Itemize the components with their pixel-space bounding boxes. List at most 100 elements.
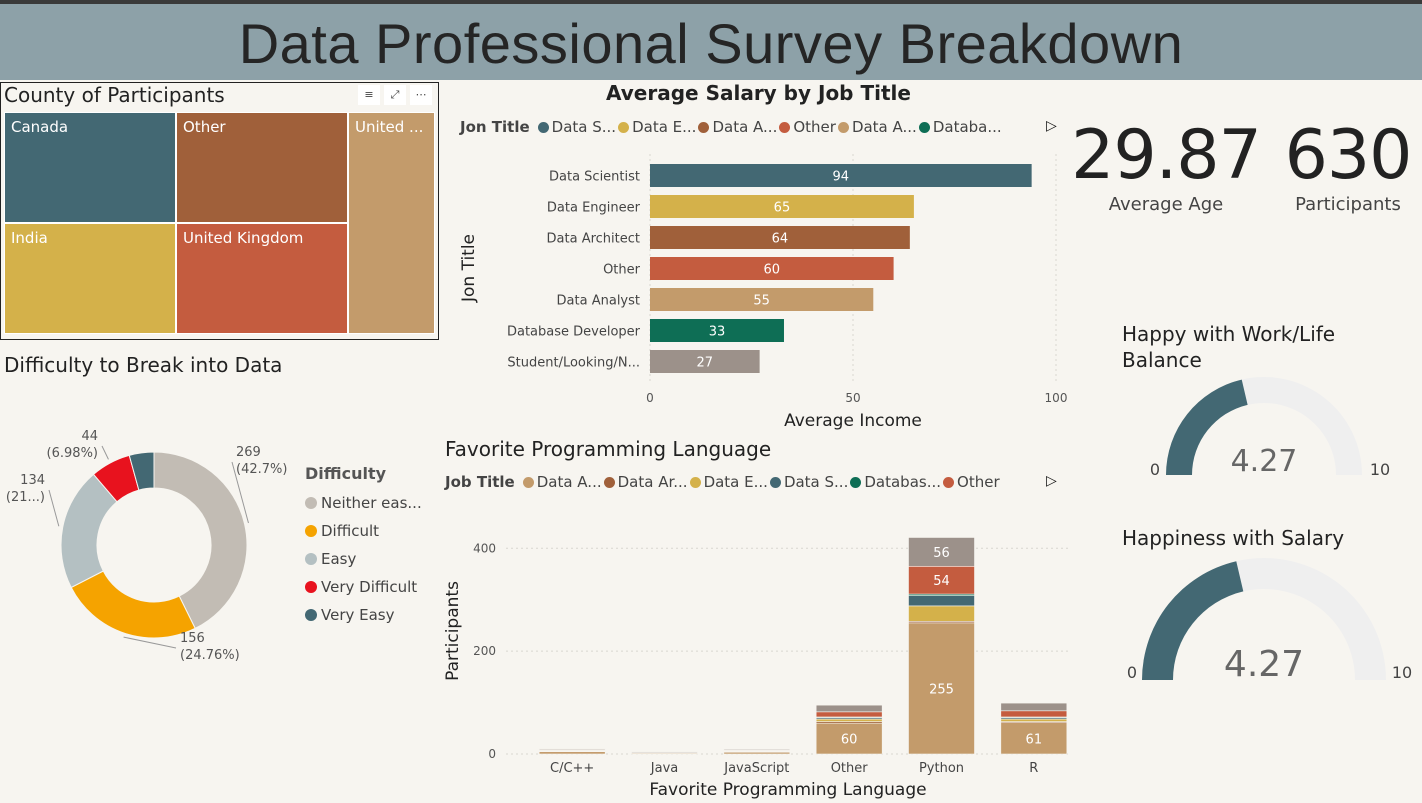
programming-legend-item[interactable]: Data E... [689, 473, 768, 491]
programming-legend-item[interactable]: Data S... [769, 473, 848, 491]
programming-legend-item[interactable]: Databas... [850, 473, 941, 491]
difficulty-legend-item[interactable]: Very Easy [305, 601, 422, 629]
donut-slice[interactable] [128, 451, 155, 491]
gauge-1-title-line2: Balance [1122, 348, 1202, 372]
programming-legend-item[interactable]: Data A... [522, 473, 602, 491]
y-tick-label: Data Engineer [547, 201, 641, 216]
x-tick-label: Java [650, 761, 678, 776]
gauge-max-label: 10 [1370, 460, 1390, 479]
difficulty-title: Difficulty to Break into Data [4, 353, 283, 377]
programming-legend-item[interactable]: Data Ar... [603, 473, 688, 491]
stack-segment[interactable] [815, 722, 883, 755]
more-icon[interactable]: ⋯ [410, 85, 432, 105]
salary-legend-item[interactable]: Databa... [918, 118, 1002, 136]
bar-data-label: 65 [774, 201, 791, 216]
salary-happiness-gauge: 4.27 0 10 [1127, 558, 1412, 685]
bar-data-label: 255 [929, 682, 954, 697]
difficulty-legend-item[interactable]: Neither eas... [305, 489, 422, 517]
legend-label: Data S... [551, 118, 617, 136]
legend-dot-icon [837, 121, 849, 133]
x-tick-label: 50 [845, 391, 860, 405]
salary-bar[interactable] [650, 288, 874, 311]
salary-legend-item[interactable]: Data S... [537, 118, 617, 136]
gauge-1-title: Happy with Work/Life Balance [1122, 321, 1335, 373]
difficulty-legend-title: Difficulty [305, 464, 387, 483]
focus-icon[interactable]: ⤢ [384, 85, 406, 105]
country-treemap-panel[interactable]: County of Participants ≡ ⤢ ⋯ Canada Othe… [0, 82, 439, 340]
y-tick-label: Data Analyst [557, 294, 640, 309]
legend-label: Very Difficult [321, 578, 418, 596]
stack-segment[interactable] [723, 749, 791, 751]
treemap-cell-other[interactable]: Other [176, 112, 348, 223]
salary-legend-item[interactable]: Data E... [618, 118, 696, 136]
salary-bar[interactable] [650, 257, 894, 280]
bar-data-label: 27 [697, 356, 714, 371]
legend-label: Neither eas... [321, 494, 422, 512]
treemap-cell-united-kingdom[interactable]: United Kingdom [176, 223, 348, 334]
donut-data-label: (6.98%) [47, 446, 98, 461]
bar-data-label: 64 [772, 232, 789, 247]
difficulty-legend-item[interactable]: Very Difficult [305, 573, 422, 601]
difficulty-legend: Difficulty Neither eas... Difficult Easy Ve… [305, 464, 422, 629]
salary-bar[interactable] [650, 195, 914, 218]
salary-bar[interactable] [650, 319, 784, 342]
legend-dot-icon [522, 476, 534, 488]
legend-next-arrow-icon[interactable]: ▷ [1046, 118, 1057, 134]
programming-legend-item[interactable]: Other [943, 473, 1000, 491]
page-title: Data Professional Survey Breakdown [238, 12, 1184, 75]
legend-label: Difficult [321, 522, 380, 540]
bar-data-label: 55 [753, 294, 770, 309]
donut-slice[interactable] [70, 570, 196, 639]
stack-segment[interactable] [815, 711, 883, 718]
stack-segment[interactable] [1000, 718, 1068, 722]
stack-segment[interactable] [908, 605, 975, 622]
legend-label: Databa... [932, 118, 1002, 136]
legend-label: Other [957, 473, 1000, 491]
stack-segment[interactable] [631, 751, 698, 754]
work-life-balance-gauge: 4.27 0 10 [1150, 377, 1390, 479]
y-tick-label: 0 [488, 747, 496, 761]
stack-segment[interactable] [815, 718, 883, 722]
legend-dot-icon [603, 476, 615, 488]
difficulty-legend-item[interactable]: Easy [305, 545, 422, 573]
programming-stacked-bar-chart: 0 200 400 C/C++ Java JavaScript Other Python R 60… [443, 537, 1070, 800]
stack-segment[interactable] [1000, 722, 1068, 755]
salary-bar[interactable] [650, 164, 1032, 187]
legend-dot-icon [850, 476, 862, 488]
salary-chart-title: Average Salary by Job Title [606, 81, 911, 105]
stack-segment[interactable] [1000, 702, 1068, 712]
donut-data-label: 156 [180, 631, 205, 646]
stack-segment[interactable] [908, 595, 975, 607]
legend-label: Data A... [712, 118, 778, 136]
stack-segment[interactable] [908, 565, 975, 595]
y-tick-label: Data Scientist [549, 170, 640, 185]
filter-icon[interactable]: ≡ [358, 85, 380, 105]
stack-segment[interactable] [538, 748, 606, 750]
legend-next-arrow-icon[interactable]: ▷ [1046, 473, 1057, 489]
stack-segment[interactable] [908, 622, 975, 755]
stack-segment[interactable] [908, 537, 975, 567]
treemap-cell-label: Canada [11, 118, 69, 136]
visual-toolbar: ≡ ⤢ ⋯ [358, 85, 432, 105]
donut-slice[interactable] [153, 451, 248, 630]
salary-legend-item[interactable]: Data A... [698, 118, 777, 136]
salary-bar[interactable] [650, 350, 760, 373]
legend-dot-icon [779, 121, 791, 133]
stack-segment[interactable] [1000, 710, 1068, 718]
gauge-1-title-line1: Happy with Work/Life [1122, 322, 1336, 346]
difficulty-legend-item[interactable]: Difficult [305, 517, 422, 545]
x-tick-label: 0 [646, 391, 654, 405]
x-tick-label: Python [919, 761, 964, 776]
top-border [0, 0, 1422, 4]
salary-legend-item[interactable]: Other [779, 118, 836, 136]
y-tick-label: Data Architect [547, 232, 640, 247]
legend-label: Data A... [851, 118, 917, 136]
salary-legend-item[interactable]: Data A... [837, 118, 917, 136]
legend-label: Very Easy [321, 606, 395, 624]
stack-segment[interactable] [815, 704, 883, 713]
treemap-cell-canada[interactable]: Canada [4, 112, 176, 223]
salary-bar[interactable] [650, 226, 910, 249]
treemap-cell-india[interactable]: India [4, 223, 176, 334]
bar-data-label: 94 [833, 170, 850, 185]
treemap-cell-united-states[interactable]: United ... [348, 112, 435, 334]
